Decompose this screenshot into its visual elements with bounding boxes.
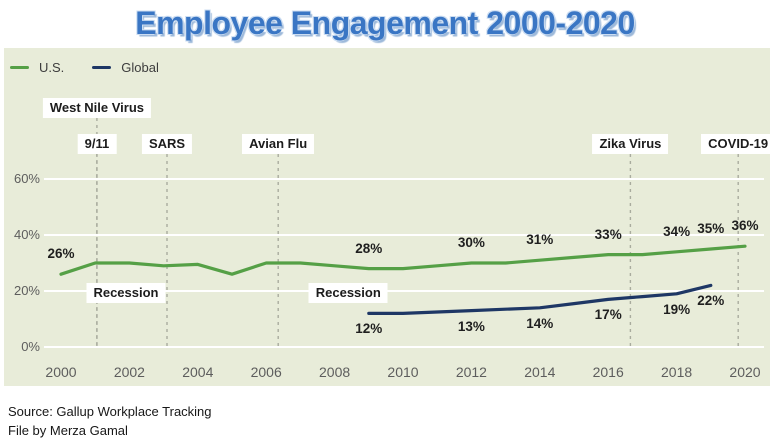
legend-label-us: U.S. <box>39 60 65 75</box>
plot-svg <box>44 118 764 348</box>
legend-label-global: Global <box>121 60 159 75</box>
legend: U.S. Global <box>10 60 159 75</box>
source-line-2: File by Merza Gamal <box>8 423 128 438</box>
us-line-swatch-icon <box>10 65 29 70</box>
source-line-1: Source: Gallup Workplace Tracking <box>8 404 212 419</box>
page-title: Employee Engagement 2000-2020 <box>135 5 635 41</box>
global-series-line <box>367 283 713 315</box>
chart-panel: 0% 20% 40% 60% 2000 2002 2004 2006 2008 2010 2012 2… <box>4 48 770 386</box>
global-line-swatch-icon <box>92 65 112 70</box>
legend-item-global: Global <box>92 60 159 75</box>
legend-item-us: U.S. <box>10 60 64 75</box>
source-note: Source: Gallup Workplace Tracking File b… <box>8 402 212 440</box>
us-series-line <box>59 244 747 276</box>
